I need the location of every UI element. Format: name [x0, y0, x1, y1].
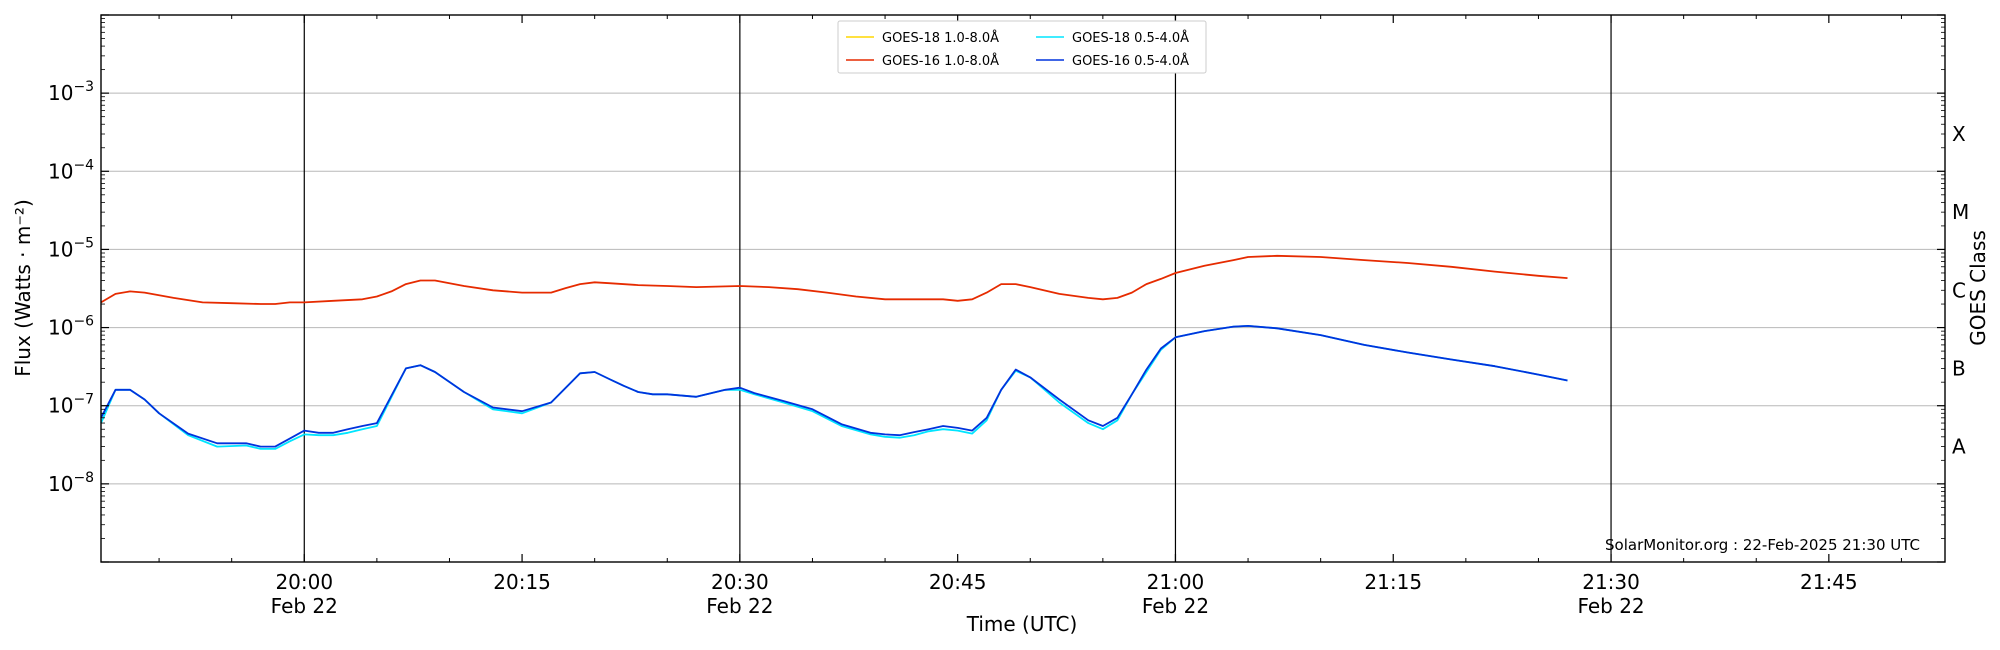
- x-tick-label: 20:30: [711, 570, 769, 594]
- goes-class-label: X: [1952, 122, 1966, 146]
- y-axis-ticks: 10−3 10−4 10−5 10−6 10−7 10−8: [48, 14, 1945, 563]
- x-tick-date-label: Feb 22: [1577, 594, 1644, 618]
- plot-frame: [100, 14, 1946, 563]
- goes-class-labels: X M C B A: [1952, 122, 1969, 459]
- goes-class-label: A: [1952, 435, 1966, 459]
- y-tick-label: 10−3: [48, 79, 94, 105]
- flux-series: [100, 254, 1568, 450]
- series-line-2: [100, 254, 1568, 305]
- y-axis-title: Flux (Watts · m⁻²): [11, 199, 35, 377]
- x-tick-label: 21:45: [1800, 570, 1858, 594]
- y-tick-label: 10−8: [48, 470, 94, 496]
- x-tick-label: 20:00: [275, 570, 333, 594]
- x-tick-label: 20:45: [929, 570, 987, 594]
- x-tick-date-label: Feb 22: [271, 594, 338, 618]
- goes-class-label: M: [1952, 200, 1969, 224]
- goes-class-label: C: [1952, 278, 1966, 302]
- legend-label: GOES-18 1.0-8.0Å: [882, 30, 999, 46]
- y2-axis-title: GOES Class: [1966, 230, 1990, 346]
- x-tick-label: 20:15: [493, 570, 551, 594]
- x-tick-date-label: Feb 22: [706, 594, 773, 618]
- x-tick-date-label: Feb 22: [1142, 594, 1209, 618]
- legend-label: GOES-16 1.0-8.0Å: [882, 53, 999, 69]
- goes-class-label: B: [1952, 356, 1966, 380]
- day-vertical-lines: [303, 15, 1612, 562]
- legend-label: GOES-16 0.5-4.0Å: [1072, 53, 1189, 69]
- x-axis-title: Time (UTC): [966, 612, 1078, 636]
- y-tick-label: 10−5: [48, 235, 94, 261]
- series-line-3: [100, 324, 1568, 448]
- credit-text: SolarMonitor.org : 22-Feb-2025 21:30 UTC: [1605, 536, 1920, 554]
- legend-items: GOES-18 1.0-8.0Å GOES-18 0.5-4.0Å GOES-16 …: [846, 30, 1189, 69]
- x-tick-label: 21:15: [1364, 570, 1422, 594]
- legend-box: [837, 20, 1207, 74]
- horizontal-gridlines: [101, 92, 1945, 485]
- legend-label: GOES-18 0.5-4.0Å: [1072, 30, 1189, 46]
- y-tick-label: 10−6: [48, 314, 94, 340]
- y-tick-label: 10−4: [48, 157, 94, 183]
- legend: GOES-18 1.0-8.0Å GOES-18 0.5-4.0Å GOES-16 …: [837, 20, 1207, 74]
- y-tick-label: 10−7: [48, 392, 94, 418]
- x-tick-label: 21:30: [1582, 570, 1640, 594]
- x-tick-label: 21:00: [1147, 570, 1205, 594]
